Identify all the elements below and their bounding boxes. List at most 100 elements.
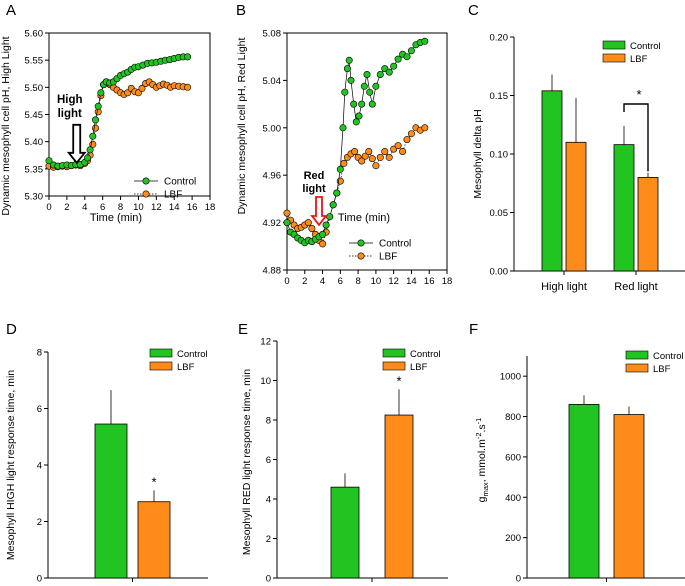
y-tick-label: 8 bbox=[37, 348, 42, 359]
y-tick-label: 12 bbox=[260, 337, 271, 348]
x-tick-label: 0 bbox=[284, 276, 289, 287]
y-tick-label: 200 bbox=[505, 533, 521, 544]
y-tick-label: 600 bbox=[505, 452, 521, 463]
data-point-control bbox=[333, 189, 341, 197]
red-light-arrow bbox=[310, 196, 328, 227]
legend-marker bbox=[357, 252, 365, 260]
data-point-control bbox=[86, 146, 94, 154]
data-point-control bbox=[89, 132, 97, 140]
x-tick-label: 16 bbox=[187, 202, 198, 213]
legend-label-control: Control bbox=[164, 177, 196, 188]
data-point-lbf bbox=[340, 159, 348, 167]
data-point-control bbox=[319, 230, 327, 238]
y-tick-label: 0.10 bbox=[490, 150, 509, 161]
data-point-lbf bbox=[372, 162, 380, 170]
bar-control bbox=[94, 423, 128, 579]
y-tick-label: 0.15 bbox=[490, 91, 509, 102]
significance-star: * bbox=[396, 373, 401, 388]
y-tick-label: 400 bbox=[505, 493, 521, 504]
y-tick-label: 4 bbox=[266, 495, 271, 506]
data-point-control bbox=[336, 165, 344, 173]
bar-lbf bbox=[384, 414, 414, 579]
panel-letter: E bbox=[238, 321, 248, 338]
data-point-lbf bbox=[399, 148, 407, 156]
panel-letter: D bbox=[6, 321, 17, 338]
data-point-control bbox=[347, 76, 355, 84]
data-point-control bbox=[94, 102, 102, 110]
data-point-control bbox=[372, 82, 380, 90]
ylabel-rest: , mmol.m bbox=[476, 439, 488, 482]
data-point-control bbox=[339, 124, 347, 132]
y-axis-label: Dynamic mesophyll cell pH, High Light bbox=[0, 36, 12, 215]
legend-label-lbf: LBF bbox=[164, 190, 182, 201]
data-point-control bbox=[350, 100, 358, 108]
data-point-lbf bbox=[421, 124, 429, 132]
y-tick-label: 5.60 bbox=[25, 29, 44, 40]
high-light-arrow bbox=[66, 123, 87, 165]
data-point-lbf bbox=[394, 142, 402, 150]
data-point-control bbox=[394, 55, 402, 63]
bar-lbf bbox=[637, 176, 659, 272]
data-point-control bbox=[343, 65, 351, 73]
data-point-control bbox=[326, 213, 334, 221]
legend-label-control: Control bbox=[177, 349, 208, 360]
x-tick-label: 12 bbox=[388, 276, 399, 287]
ylabel-sup2: -1 bbox=[474, 418, 483, 425]
ylabel-main: g bbox=[476, 496, 488, 502]
data-point-control bbox=[97, 89, 105, 97]
data-point-control bbox=[341, 88, 349, 96]
data-point-lbf bbox=[376, 153, 384, 161]
y-tick-label: 0 bbox=[266, 574, 271, 585]
data-point-control bbox=[376, 71, 384, 79]
bar-control bbox=[541, 90, 563, 272]
y-tick-label: 5.04 bbox=[263, 76, 282, 87]
x-tick-label: 4 bbox=[82, 202, 87, 213]
y-axis-label: Mesophyll HIGH light response time, min bbox=[5, 370, 17, 560]
x-tick-label: 4 bbox=[320, 276, 325, 287]
y-tick-label: 8 bbox=[266, 416, 271, 427]
y-axis-label: Mesophyll RED light response time, min bbox=[241, 369, 253, 555]
x-tick-label: 14 bbox=[406, 276, 417, 287]
legend-label-lbf: LBF bbox=[630, 54, 648, 65]
y-tick-label: 6 bbox=[266, 455, 271, 466]
data-point-lbf bbox=[407, 130, 415, 138]
x-tick-label: 18 bbox=[442, 276, 453, 287]
legend-swatch-lbf bbox=[382, 361, 406, 371]
x-tick-label: 16 bbox=[424, 276, 435, 287]
data-point-control bbox=[329, 201, 337, 209]
data-point-control bbox=[360, 82, 368, 90]
y-tick-label: 4 bbox=[37, 461, 42, 472]
data-point-lbf bbox=[308, 225, 316, 233]
data-point-lbf bbox=[358, 157, 366, 165]
panel-e: E 0 2 4 6 8 10 12 * Control LBF Mesophyll RED lig… bbox=[238, 321, 448, 585]
significance-star: * bbox=[636, 87, 641, 102]
x-tick-label: 6 bbox=[100, 202, 105, 213]
annotation-text: Red bbox=[304, 170, 325, 182]
ylabel-sup1: -2 bbox=[474, 432, 483, 439]
data-point-control bbox=[352, 118, 360, 126]
legend-swatch-lbf bbox=[602, 53, 626, 63]
y-axis-label: gmax, mmol.m-2.s-1 bbox=[474, 418, 490, 503]
data-point-control bbox=[283, 219, 291, 227]
legend-swatch-control bbox=[149, 348, 173, 358]
legend-swatch-control bbox=[625, 350, 649, 360]
y-tick-label: 5.45 bbox=[25, 110, 44, 121]
x-tick-label: 18 bbox=[205, 202, 216, 213]
annotation-text: High bbox=[57, 94, 83, 106]
data-point-lbf bbox=[368, 155, 376, 163]
panel-c: C 0.00 0.05 0.10 0.15 0.20 High light Red ligh… bbox=[468, 2, 685, 293]
y-tick-label: 5.40 bbox=[25, 137, 44, 148]
legend-label-lbf: LBF bbox=[410, 362, 428, 373]
data-point-control bbox=[421, 37, 429, 45]
data-point-control bbox=[84, 154, 92, 162]
data-point-control bbox=[368, 100, 376, 108]
y-tick-label: 10 bbox=[260, 376, 271, 387]
panel-b: B 0 2 4 6 8 10 12 14 16 18 4.88 4.92 4.96 5.00 5.04 5.0… bbox=[236, 2, 452, 287]
panel-a: A 0 2 4 6 8 10 12 14 16 18 5.30 5.35 5.40 5.45 5.50 5.5… bbox=[0, 2, 215, 224]
y-tick-label: 2 bbox=[266, 534, 271, 545]
data-point-lbf bbox=[365, 148, 373, 156]
annotation-text: light bbox=[302, 183, 326, 195]
data-point-lbf bbox=[304, 219, 312, 227]
data-point-control bbox=[355, 112, 363, 120]
